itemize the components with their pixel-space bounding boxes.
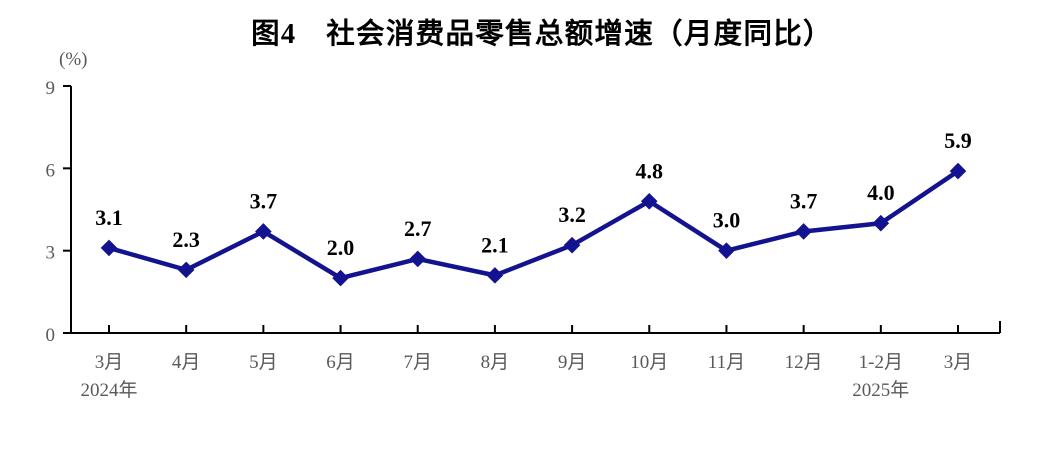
svg-text:4.0: 4.0: [867, 180, 895, 205]
svg-text:2024年: 2024年: [80, 379, 137, 401]
svg-text:4.8: 4.8: [636, 158, 664, 183]
svg-text:5月: 5月: [249, 352, 278, 373]
svg-text:1-2月: 1-2月: [859, 352, 903, 373]
svg-text:8月: 8月: [481, 352, 510, 373]
svg-text:9: 9: [46, 78, 56, 99]
svg-text:9月: 9月: [558, 352, 587, 373]
svg-text:11月: 11月: [708, 352, 745, 373]
svg-text:6月: 6月: [326, 352, 355, 373]
svg-text:7月: 7月: [403, 352, 432, 373]
svg-text:2.7: 2.7: [404, 216, 432, 241]
svg-text:3.7: 3.7: [250, 188, 278, 213]
svg-text:3: 3: [46, 243, 56, 264]
svg-text:3.1: 3.1: [95, 205, 123, 230]
svg-text:3.0: 3.0: [713, 208, 741, 233]
svg-text:3.2: 3.2: [558, 202, 586, 227]
svg-text:12月: 12月: [785, 352, 823, 373]
svg-text:3.7: 3.7: [790, 188, 818, 213]
svg-text:5.9: 5.9: [944, 128, 972, 153]
svg-text:6: 6: [46, 160, 56, 181]
svg-text:3月: 3月: [944, 352, 973, 373]
svg-text:2.3: 2.3: [172, 227, 200, 252]
svg-text:2.0: 2.0: [327, 235, 355, 260]
svg-text:2025年: 2025年: [852, 379, 909, 401]
svg-text:10月: 10月: [630, 352, 668, 373]
svg-text:0: 0: [46, 325, 56, 346]
svg-text:(%): (%): [59, 49, 87, 70]
svg-text:4月: 4月: [172, 352, 201, 373]
svg-text:2.1: 2.1: [481, 232, 509, 257]
svg-text:3月: 3月: [95, 352, 124, 373]
